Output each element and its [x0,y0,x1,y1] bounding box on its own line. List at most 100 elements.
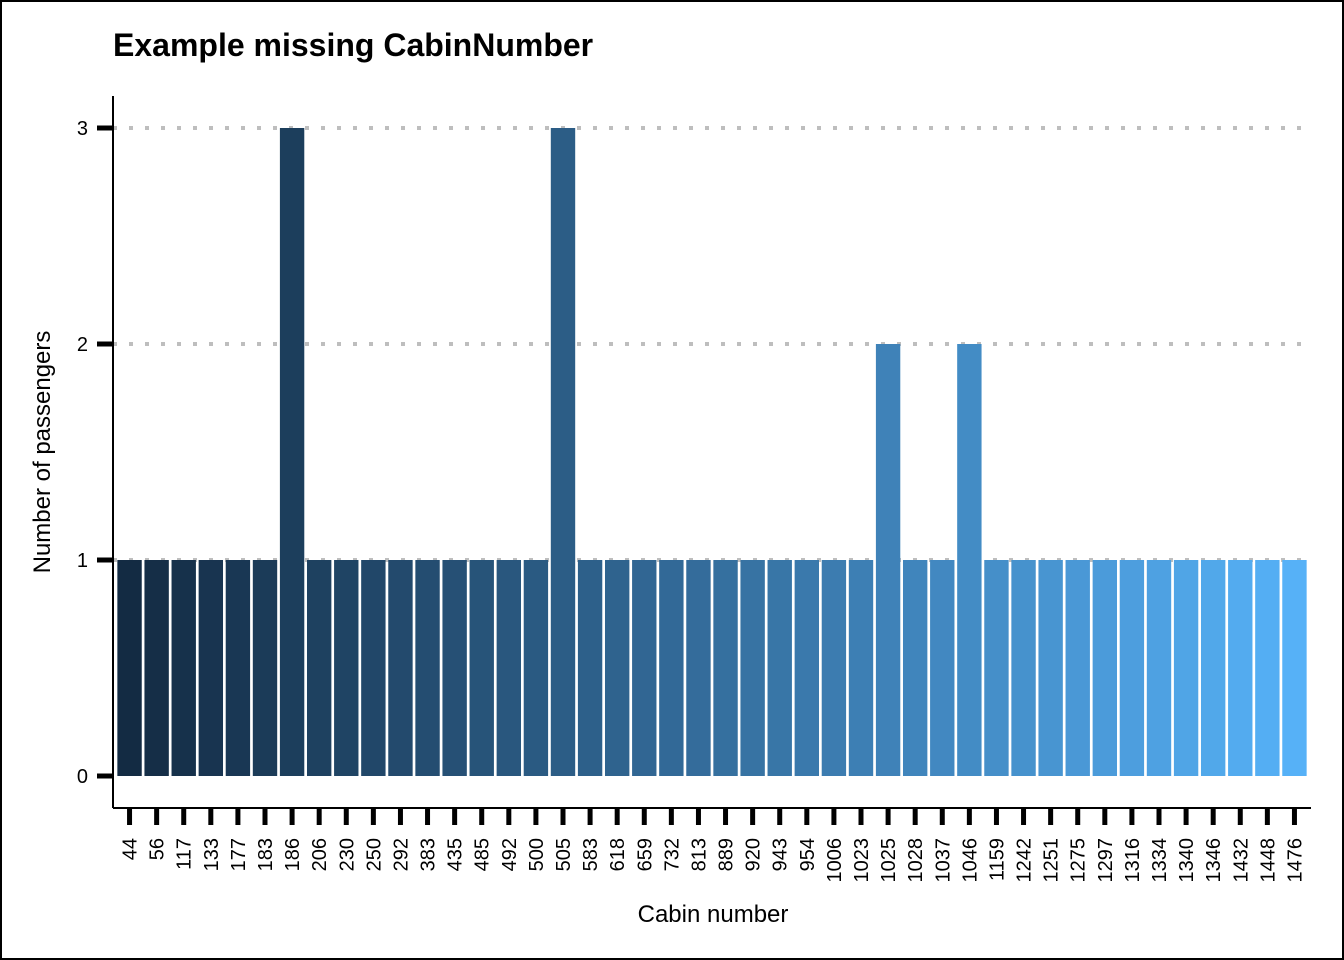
bar-1025 [875,344,901,776]
x-tick-label-383: 383 [418,838,440,871]
bar-1316 [1119,560,1145,776]
x-tick-label-1006: 1006 [824,838,846,883]
x-tick-label-1251: 1251 [1041,838,1063,883]
bar-1023 [848,560,874,776]
bar-206 [306,560,332,776]
bar-1297 [1092,560,1118,776]
x-tick-label-1037: 1037 [932,838,954,883]
y-tick-label-3: 3 [77,118,88,140]
bar-583 [577,560,603,776]
bar-1275 [1065,560,1090,776]
x-tick-label-1346: 1346 [1203,838,1225,883]
chart-title: Example missing CabinNumber [113,27,593,63]
x-tick-label-1448: 1448 [1257,838,1279,883]
bar-1448 [1255,560,1280,776]
bar-1037 [930,560,955,776]
y-axis-title: Number of passengers [29,331,56,574]
bar-1346 [1200,560,1226,776]
bar-920 [740,560,765,776]
bar-292 [388,560,413,776]
bar-943 [767,560,792,776]
bar-492 [496,560,522,776]
bar-186 [279,128,305,776]
x-tick-label-1297: 1297 [1095,838,1117,883]
x-tick-label-492: 492 [499,838,521,871]
x-tick-label-183: 183 [255,838,277,871]
bar-230 [334,560,359,776]
bar-1006 [821,560,847,776]
x-tick-label-56: 56 [147,838,169,860]
x-tick-label-206: 206 [309,838,331,871]
x-tick-label-1476: 1476 [1284,838,1306,883]
x-axis-title: Cabin number [638,901,789,928]
bar-1046 [957,344,982,776]
x-tick-label-943: 943 [770,838,792,871]
bars [117,128,1307,776]
y-axis: 0 1 2 3 [77,96,114,808]
x-tick-label-1432: 1432 [1230,838,1252,883]
x-tick-label-1242: 1242 [1014,838,1036,883]
bar-177 [225,560,251,776]
x-tick-label-133: 133 [201,838,223,871]
bar-500 [523,560,549,776]
x-tick-label-117: 117 [174,838,196,870]
x-tick-label-920: 920 [743,838,765,871]
x-tick-label-954: 954 [797,838,819,871]
bar-183 [252,560,278,776]
x-tick-label-250: 250 [363,838,385,871]
x-tick-label-230: 230 [336,838,358,871]
bar-1159 [984,560,1009,776]
x-tick-label-1028: 1028 [905,838,927,883]
bar-618 [604,560,630,776]
x-tick-label-1334: 1334 [1149,838,1171,883]
x-tick-label-583: 583 [580,838,602,871]
bar-1340 [1173,560,1199,776]
x-tick-label-732: 732 [661,838,683,871]
x-tick-label-813: 813 [688,838,710,871]
y-tick-label-1: 1 [77,550,88,572]
x-tick-label-618: 618 [607,838,629,871]
bar-1476 [1282,560,1307,776]
bar-813 [686,560,711,776]
bar-889 [713,560,738,776]
y-tick-label-0: 0 [77,766,88,788]
x-tick-label-1025: 1025 [878,838,900,883]
x-tick-label-44: 44 [120,838,142,860]
bar-1028 [902,560,928,776]
x-tick-label-500: 500 [526,838,548,871]
x-tick-label-505: 505 [553,838,575,871]
x-tick-label-1275: 1275 [1068,838,1090,883]
x-tick-label-292: 292 [390,838,412,871]
x-tick-label-485: 485 [472,838,494,871]
x-tick-label-1159: 1159 [986,838,1008,881]
x-tick-label-1023: 1023 [851,838,873,883]
y-tick-label-2: 2 [77,334,88,356]
x-tick-label-177: 177 [228,838,250,871]
bar-732 [659,560,684,776]
bar-485 [469,560,494,776]
x-axis: 44 56 117 133 177 183 186 206 230 250 292 383 435 485… [113,807,1311,883]
x-tick-label-1340: 1340 [1176,838,1198,883]
bar-1251 [1038,560,1063,776]
bar-505 [550,128,576,776]
bar-117 [171,560,196,776]
x-tick-label-186: 186 [282,838,304,871]
bar-133 [198,560,224,776]
bar-250 [361,560,386,776]
bar-435 [442,560,467,776]
bar-56 [144,560,169,776]
bar-1242 [1011,560,1036,776]
x-tick-label-659: 659 [634,838,656,871]
x-tick-label-1046: 1046 [959,838,981,883]
x-tick-label-435: 435 [445,838,467,871]
bar-383 [415,560,440,776]
bar-954 [794,560,820,776]
bar-1334 [1146,560,1172,776]
bar-659 [632,560,657,776]
x-tick-label-889: 889 [716,838,738,871]
bar-1432 [1228,560,1253,776]
bar-44 [117,560,142,776]
x-tick-label-1316: 1316 [1122,838,1144,883]
